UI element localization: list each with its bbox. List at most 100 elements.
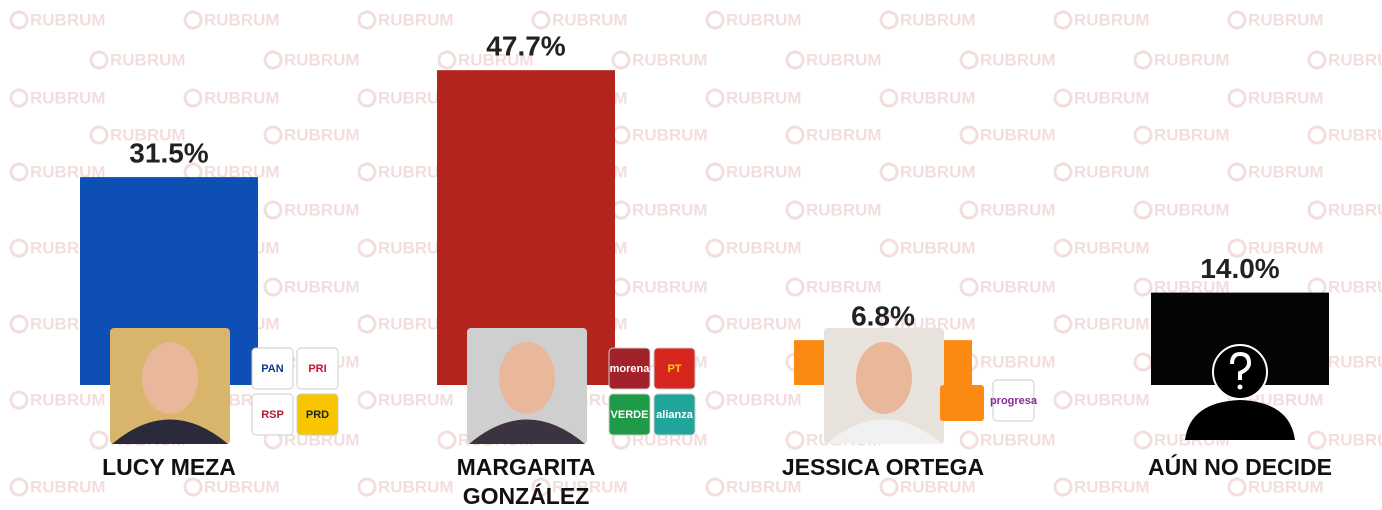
watermark: RUBRUM [110, 50, 186, 69]
watermark-icon [881, 240, 897, 256]
watermark: RUBRUM [1328, 200, 1382, 219]
watermark-icon [265, 127, 281, 143]
watermark-icon [707, 392, 723, 408]
watermark: RUBRUM [284, 200, 360, 219]
watermark-icon [359, 164, 375, 180]
watermark: RUBRUM [1328, 50, 1382, 69]
watermark: RUBRUM [378, 477, 454, 496]
party-logo [940, 385, 984, 421]
watermark-icon [707, 90, 723, 106]
watermark-icon [265, 202, 281, 218]
watermark: RUBRUM [900, 162, 976, 181]
watermark-icon [881, 90, 897, 106]
watermark-icon [1135, 279, 1151, 295]
watermark-icon [359, 392, 375, 408]
watermark-icon [1055, 479, 1071, 495]
watermark: RUBRUM [980, 352, 1056, 371]
question-dot [1238, 385, 1243, 390]
watermark-icon [787, 52, 803, 68]
party-logo-label: progresa [990, 395, 1038, 407]
watermark-icon [881, 12, 897, 28]
party-logo-label: alianza [656, 409, 694, 421]
watermark-icon [613, 202, 629, 218]
watermark-icon [11, 90, 27, 106]
watermark: RUBRUM [1328, 430, 1382, 449]
party-logo-label: VERDE [611, 409, 649, 421]
watermark: RUBRUM [632, 50, 708, 69]
party-logo-label: PRI [308, 363, 326, 375]
watermark: RUBRUM [726, 314, 802, 333]
watermark-icon [359, 12, 375, 28]
watermark: RUBRUM [806, 50, 882, 69]
watermark-icon [185, 479, 201, 495]
photo-face [142, 342, 198, 414]
watermark-icon [707, 240, 723, 256]
watermark-icon [613, 279, 629, 295]
watermark-icon [11, 164, 27, 180]
watermark-icon [787, 432, 803, 448]
value-label: 47.7% [486, 31, 565, 62]
watermark: RUBRUM [204, 10, 280, 29]
watermark-icon [91, 52, 107, 68]
watermark: RUBRUM [1328, 277, 1382, 296]
watermark: RUBRUM [204, 477, 280, 496]
party-logo-label: RSP [261, 409, 284, 421]
watermark-icon [1309, 202, 1325, 218]
watermark-icon [1055, 12, 1071, 28]
watermark: RUBRUM [1074, 162, 1150, 181]
watermark-icon [1135, 432, 1151, 448]
watermark-icon [961, 432, 977, 448]
watermark: RUBRUM [552, 10, 628, 29]
watermark-icon [961, 127, 977, 143]
watermark: RUBRUM [284, 50, 360, 69]
watermark: RUBRUM [1074, 477, 1150, 496]
watermark-icon [533, 12, 549, 28]
watermark-icon [1229, 479, 1245, 495]
watermark: RUBRUM [632, 277, 708, 296]
watermark-icon [707, 12, 723, 28]
watermark: RUBRUM [980, 200, 1056, 219]
watermark: RUBRUM [30, 390, 106, 409]
watermark-icon [1135, 52, 1151, 68]
watermark-icon [1055, 316, 1071, 332]
party-logo-label: PAN [261, 363, 283, 375]
watermark: RUBRUM [980, 430, 1056, 449]
watermark-icon [613, 127, 629, 143]
watermark-icon [185, 12, 201, 28]
watermark-icon [1055, 392, 1071, 408]
watermark-icon [11, 240, 27, 256]
photo-face [856, 342, 912, 414]
category-label: LUCY MEZA [102, 454, 236, 480]
photo-face [499, 342, 555, 414]
watermark-icon [1229, 164, 1245, 180]
watermark-icon [1229, 90, 1245, 106]
category-label: JESSICA ORTEGA [782, 454, 984, 480]
watermark-icon [11, 12, 27, 28]
category-label: AÚN NO DECIDE [1148, 453, 1332, 480]
watermark: RUBRUM [806, 277, 882, 296]
watermark-icon [787, 127, 803, 143]
watermark-icon [439, 52, 455, 68]
watermark: RUBRUM [900, 88, 976, 107]
watermark-icon [787, 202, 803, 218]
watermark: RUBRUM [1248, 88, 1324, 107]
watermark: RUBRUM [1074, 390, 1150, 409]
watermark-icon [961, 202, 977, 218]
watermark: RUBRUM [726, 477, 802, 496]
watermark: RUBRUM [900, 238, 976, 257]
watermark: RUBRUM [726, 88, 802, 107]
watermark: RUBRUM [30, 88, 106, 107]
watermark-icon [1229, 12, 1245, 28]
watermark: RUBRUM [204, 88, 280, 107]
watermark: RUBRUM [1248, 162, 1324, 181]
watermark-icon [265, 279, 281, 295]
watermark-icon [359, 316, 375, 332]
party-logo-label: PT [667, 363, 681, 375]
watermark: RUBRUM [900, 10, 976, 29]
watermark: RUBRUM [1248, 10, 1324, 29]
watermark-icon [881, 479, 897, 495]
watermark-icon [787, 279, 803, 295]
watermark-icon [1055, 164, 1071, 180]
watermark: RUBRUM [284, 125, 360, 144]
party-logo-label: morena [610, 363, 651, 375]
